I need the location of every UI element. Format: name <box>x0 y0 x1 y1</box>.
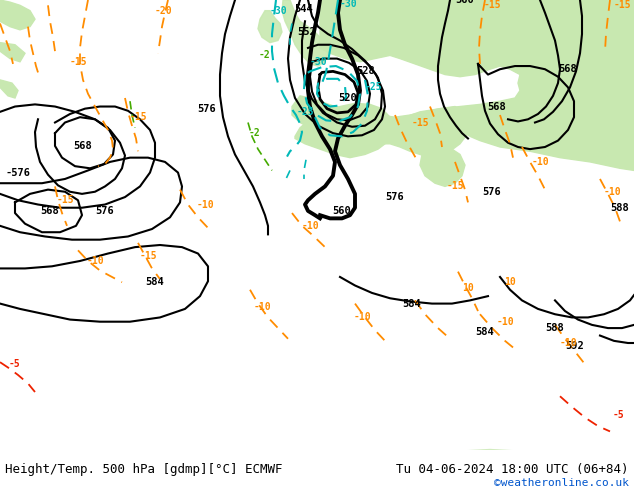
Text: -25: -25 <box>364 82 382 92</box>
Polygon shape <box>0 43 25 62</box>
Text: ©weatheronline.co.uk: ©weatheronline.co.uk <box>494 478 629 488</box>
Text: -25: -25 <box>296 107 314 117</box>
Text: -10: -10 <box>253 302 271 312</box>
Text: -10: -10 <box>353 313 371 322</box>
Text: -15: -15 <box>411 118 429 127</box>
Text: 10: 10 <box>462 283 474 293</box>
Text: 544: 544 <box>295 3 313 14</box>
Polygon shape <box>380 0 634 59</box>
Text: -15: -15 <box>139 251 157 261</box>
Polygon shape <box>258 11 282 43</box>
Text: -15: -15 <box>483 0 501 10</box>
Text: -10: -10 <box>559 338 577 348</box>
Text: -10: -10 <box>86 256 104 266</box>
Text: -5: -5 <box>9 359 21 369</box>
Text: 568: 568 <box>41 206 60 216</box>
Text: -5: -5 <box>612 411 624 420</box>
Text: 576: 576 <box>96 206 114 216</box>
Polygon shape <box>295 103 392 158</box>
Text: 576: 576 <box>482 187 501 197</box>
Polygon shape <box>282 0 328 66</box>
Text: 10: 10 <box>504 277 516 287</box>
Text: -576: -576 <box>6 168 30 177</box>
Text: 560: 560 <box>456 0 474 5</box>
Text: 576: 576 <box>385 192 404 202</box>
Text: 584: 584 <box>403 298 422 309</box>
Text: -10: -10 <box>603 187 621 197</box>
Text: 576: 576 <box>198 104 216 114</box>
Text: Tu 04-06-2024 18:00 UTC (06+84): Tu 04-06-2024 18:00 UTC (06+84) <box>396 463 629 476</box>
Text: 568: 568 <box>559 64 578 74</box>
Text: -30: -30 <box>309 57 327 67</box>
Text: -10: -10 <box>196 199 214 210</box>
Text: -2: -2 <box>259 50 271 60</box>
Bar <box>0 449 634 490</box>
Text: 588: 588 <box>611 203 630 213</box>
Polygon shape <box>390 74 634 171</box>
Text: Height/Temp. 500 hPa [gdmp][°C] ECMWF: Height/Temp. 500 hPa [gdmp][°C] ECMWF <box>5 463 283 476</box>
Text: -20: -20 <box>154 6 172 16</box>
Text: 584: 584 <box>146 277 164 287</box>
Text: -15: -15 <box>56 195 74 205</box>
Text: 552: 552 <box>297 27 316 37</box>
Text: 588: 588 <box>546 323 564 333</box>
Text: 592: 592 <box>566 341 585 351</box>
Polygon shape <box>0 80 18 98</box>
Text: 560: 560 <box>333 206 351 216</box>
Text: 528: 528 <box>356 66 375 76</box>
Text: 520: 520 <box>339 93 358 103</box>
Text: -15: -15 <box>129 112 147 122</box>
Polygon shape <box>320 0 634 112</box>
Text: -30: -30 <box>339 0 357 9</box>
Text: 568: 568 <box>74 141 93 151</box>
Text: 584: 584 <box>476 327 495 337</box>
Text: -15: -15 <box>446 181 464 192</box>
Text: -15: -15 <box>69 57 87 67</box>
Text: 568: 568 <box>488 101 507 112</box>
Polygon shape <box>295 449 634 490</box>
Text: -10: -10 <box>496 317 514 327</box>
Text: -10: -10 <box>301 221 319 231</box>
Text: -15: -15 <box>613 0 631 10</box>
Polygon shape <box>0 0 35 30</box>
Polygon shape <box>420 139 465 186</box>
Text: -10: -10 <box>531 157 549 167</box>
Text: -2: -2 <box>249 128 261 138</box>
Polygon shape <box>292 96 470 158</box>
Text: -30: -30 <box>269 6 287 16</box>
